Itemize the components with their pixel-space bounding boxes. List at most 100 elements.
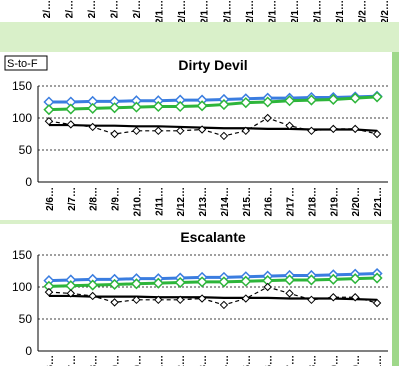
x-tick-label: 21…: [373, 355, 384, 366]
series-line: [48, 286, 378, 306]
data-point: [152, 277, 164, 289]
x-tick-label: 2/18…: [307, 187, 318, 216]
separator-bar: [0, 22, 399, 52]
data-point: [371, 91, 383, 103]
chart-panel-dirty-devil: Dirty Devil S-to-F 0 50 100 150 2/6… 2/7… 2/8… 2/…: [0, 52, 392, 220]
data-point: [349, 92, 361, 104]
data-point: [154, 126, 163, 136]
data-point: [43, 104, 55, 116]
series-line: [48, 94, 378, 104]
x-tick-label: 2/1…: [335, 0, 346, 22]
series-line: [48, 276, 378, 288]
data-point: [132, 295, 141, 305]
y-tick-label: 100: [12, 111, 32, 125]
data-point: [241, 294, 251, 303]
data-point: [196, 276, 208, 288]
x-tick-label: 2/2…: [380, 0, 391, 22]
data-point: [240, 275, 252, 287]
chart-dirty-devil-svg: Dirty Devil S-to-F 0 50 100 150 2/6… 2/7… 2/8… 2/…: [4, 55, 388, 216]
data-point: [152, 100, 164, 113]
data-point: [349, 273, 361, 285]
series-line: [48, 272, 378, 283]
data-point: [307, 295, 316, 305]
chart-panel-escalante: Escalante 0 50 100 150/6… /7… /8… /9… 10… 11… 12… 1…: [0, 224, 392, 371]
data-point: [87, 279, 99, 291]
series-line: [48, 95, 378, 112]
data-point: [196, 100, 208, 112]
data-point: [218, 276, 230, 288]
x-tick-label: 2/1…: [177, 0, 188, 22]
x-tick-label: 2/14…: [220, 187, 231, 216]
data-point: [197, 125, 207, 134]
y-tick-label: 50: [19, 143, 33, 157]
data-point: [109, 278, 121, 291]
x-tick-label: /6…: [45, 355, 56, 366]
x-tick-label: 18…: [307, 355, 318, 366]
chart-escalante-svg: Escalante 0 50 100 150/6… /7… /8… /9… 10… 11… 12… 1…: [12, 229, 388, 371]
x-tick-label: 2/…: [42, 0, 53, 18]
x-tick-label: 2/10…: [132, 187, 143, 216]
y-tick-label: 100: [12, 280, 32, 294]
y-tick-label: 0: [25, 175, 32, 189]
data-point: [372, 298, 382, 308]
x-tick-label: 2/6…: [45, 187, 56, 211]
data-point: [219, 131, 229, 141]
x-tick-label: 2/1…: [290, 0, 301, 22]
x-tick-label: 17…: [286, 355, 297, 366]
x-tick-label: 19…: [329, 355, 340, 366]
x-tick-label: 20…: [351, 355, 362, 366]
data-point: [88, 122, 97, 132]
x-tick-label: 2/…: [65, 0, 76, 18]
data-point: [218, 98, 230, 111]
series-line: [48, 117, 378, 137]
data-point: [329, 124, 338, 134]
data-point: [110, 298, 119, 307]
x-tick-label: 2/13…: [198, 187, 209, 216]
data-point: [130, 101, 142, 113]
x-tick-label: 2/16…: [264, 187, 275, 216]
data-point: [88, 291, 97, 301]
chart-panel-top: 2/… 2/… 2/… 2/… 2/… 2/1… 2/1… 2/1… 2/1… 2/1… 2/1… 2…: [0, 0, 392, 24]
data-point: [65, 280, 77, 292]
separator-bar: [0, 220, 399, 224]
data-point: [130, 278, 142, 290]
panel-border: [392, 52, 399, 366]
x-tick-label: 2/1…: [155, 0, 166, 22]
x-tick-label: 2/8…: [89, 187, 100, 211]
x-tick-label: 2/11…: [154, 187, 165, 216]
x-tick-label: 2/1…: [267, 0, 278, 22]
data-point: [372, 129, 382, 139]
data-point: [109, 102, 121, 114]
x-tick-label: 2/1…: [200, 0, 211, 22]
data-point: [285, 289, 294, 298]
data-point: [219, 300, 229, 310]
data-point: [44, 287, 54, 297]
x-tick-label: 15…: [242, 355, 253, 366]
x-tick-label: /7…: [67, 355, 78, 366]
data-point: [44, 116, 54, 126]
data-point: [175, 295, 185, 305]
data-point: [305, 94, 317, 106]
data-point: [329, 293, 338, 302]
x-tick-label: 2/2…: [357, 0, 368, 22]
data-point: [175, 126, 185, 136]
x-tick-label: 2/7…: [67, 187, 78, 211]
data-point: [371, 272, 383, 284]
x-tick-label: 2/21…: [373, 187, 384, 216]
data-point: [174, 100, 186, 113]
data-point: [65, 103, 77, 115]
x-tick-label: 2/17…: [286, 187, 297, 216]
chart-title: Escalante: [180, 229, 246, 245]
data-point: [240, 97, 252, 109]
x-tick-label: 2/19…: [329, 187, 340, 216]
data-point: [284, 95, 296, 107]
x-tick-label: 2/20…: [351, 187, 362, 216]
data-point: [66, 120, 76, 129]
data-point: [307, 126, 316, 136]
data-point: [132, 126, 141, 136]
chart-title: Dirty Devil: [178, 57, 247, 73]
label-box-text: S-to-F: [7, 58, 38, 70]
x-tick-label: 2/…: [87, 0, 98, 18]
data-point: [197, 294, 207, 303]
x-tick-label: 2/…: [110, 0, 121, 18]
